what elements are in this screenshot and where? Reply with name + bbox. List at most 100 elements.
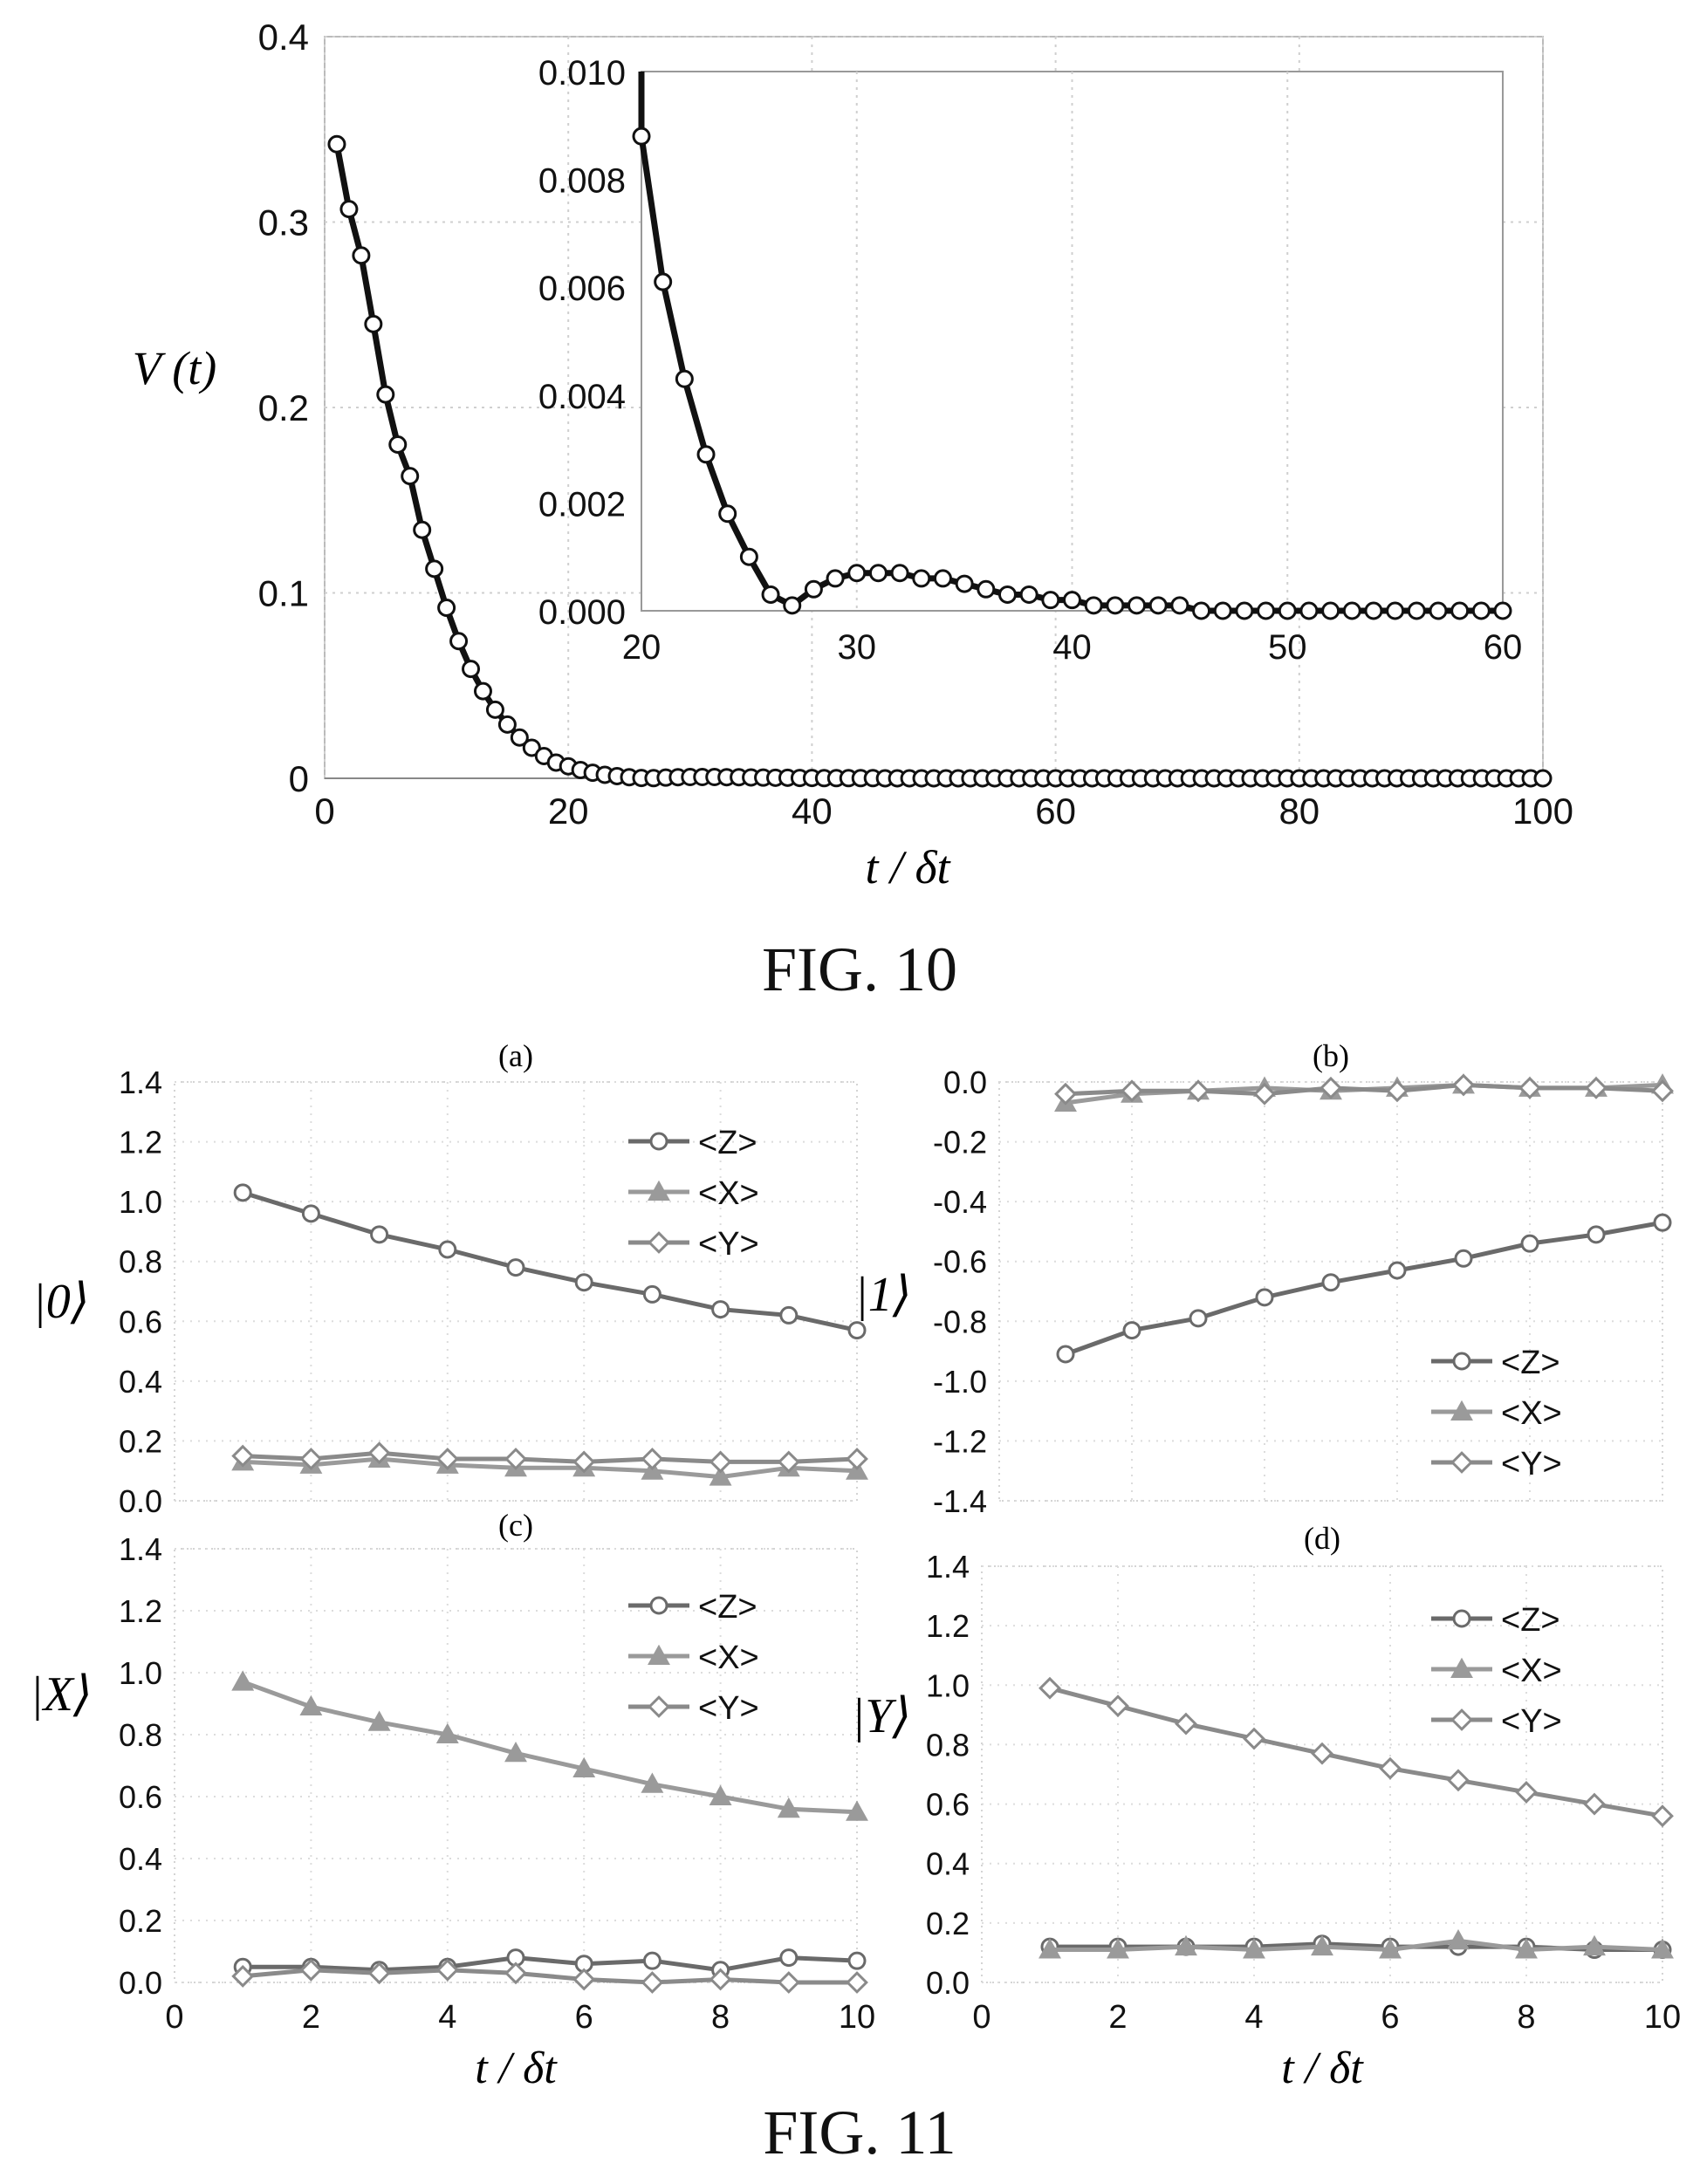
inset-data-point [1407, 601, 1426, 620]
data-point [846, 1971, 868, 1994]
x-tick-label: 8 [1517, 1999, 1535, 2036]
legend-marker [1450, 1657, 1473, 1678]
inset-data-point [1128, 596, 1147, 615]
x-tick-label: 6 [1381, 1999, 1399, 2036]
data-point [473, 681, 492, 701]
data-point [367, 1441, 391, 1465]
y-tick-label: 0.4 [119, 1841, 162, 1877]
inset-data-point [1471, 601, 1491, 620]
inset-data-point [847, 564, 867, 583]
legend-label: <Y> [1501, 1703, 1562, 1740]
inset-data-point [1148, 596, 1168, 615]
legend-marker [648, 1695, 670, 1718]
legend-marker [648, 1180, 670, 1201]
inset-y-tick-label: 0.008 [538, 162, 626, 201]
data-point [233, 1183, 252, 1202]
data-point [1054, 1082, 1077, 1106]
data-point [642, 1284, 661, 1304]
data-point [574, 1273, 593, 1292]
data-point [1253, 1082, 1276, 1106]
y-tick-label: 0.0 [119, 1965, 162, 2001]
panel-frame [174, 1081, 858, 1502]
panel-title: (c) [498, 1508, 533, 1543]
inset-data-point [783, 596, 802, 615]
data-point [1311, 1742, 1333, 1765]
y-tick-label: 0.4 [119, 1364, 162, 1400]
data-point [777, 1797, 800, 1818]
inset-data-point [1106, 596, 1125, 615]
x-tick-label: 10 [1644, 1999, 1681, 2036]
legend-label: <Z> [698, 1125, 757, 1161]
series-line-2 [1049, 1686, 1663, 1818]
fig11-caption: FIG. 11 [763, 2098, 956, 2167]
data-point [709, 1465, 732, 1486]
y-tick-label: 0.2 [926, 1906, 970, 1941]
legend-marker [648, 1644, 670, 1665]
data-point [231, 1964, 255, 1988]
y-axis-label: |Y⟩ [852, 1689, 911, 1743]
series-line-1 [1050, 1938, 1663, 1953]
y-tick-label: 1.2 [119, 1593, 162, 1629]
y-tick-label: 1.4 [119, 1065, 162, 1100]
data-point [367, 1961, 391, 1985]
x-tick-label: 8 [711, 1999, 730, 2036]
y-tick-label: 1.0 [119, 1655, 162, 1691]
y-axis-label: |1⟩ [854, 1268, 911, 1322]
inset-data-point [826, 569, 845, 588]
data-point [504, 1961, 527, 1985]
data-point [847, 1951, 867, 1970]
series-line-0 [1065, 1220, 1663, 1357]
data-point [438, 1240, 457, 1259]
legend-marker [1452, 1609, 1471, 1628]
data-point [370, 1225, 389, 1244]
series-line-0 [243, 1955, 858, 1973]
legend-marker [1450, 1708, 1473, 1731]
data-point [506, 1258, 525, 1277]
inset-data-point [1170, 596, 1189, 615]
data-point [364, 314, 383, 333]
series-line-2 [243, 1450, 858, 1464]
data-point [1379, 1756, 1402, 1780]
x-tick-label: 100 [1512, 791, 1573, 832]
data-point [299, 1448, 323, 1470]
inset-data-point [933, 569, 952, 588]
x-tick-label: 40 [792, 791, 833, 832]
y-tick-label: -0.4 [933, 1184, 987, 1220]
inset-data-point [1019, 585, 1039, 604]
data-point [1187, 1079, 1210, 1103]
data-point [1255, 1288, 1274, 1307]
y-tick-label: 0.2 [119, 1423, 162, 1459]
inset-data-point [804, 579, 823, 599]
fig10-caption: FIG. 10 [762, 935, 957, 1004]
inset-data-point [912, 569, 931, 588]
y-tick-label: 0.8 [926, 1727, 970, 1763]
data-point [709, 1968, 732, 1991]
legend-marker [648, 1231, 670, 1254]
data-point [641, 1448, 664, 1470]
y-axis-label: |0⟩ [32, 1275, 89, 1329]
inset-y-tick-label: 0.000 [538, 593, 626, 632]
data-point [1651, 1079, 1674, 1103]
panel-d: 0.0 0.2 0.4 0.6 0.8 1.0 1.2 1.4 0 2 4 6 8 10 (d) t / δt… [852, 1521, 1681, 2093]
y-tick-label: 1.0 [119, 1184, 162, 1220]
inset-data-point [868, 564, 888, 583]
inset-data-point [696, 445, 716, 464]
data-point [462, 660, 481, 679]
y-tick-label: 1.2 [119, 1125, 162, 1160]
inset-data-point [1192, 601, 1211, 620]
legend-label: <Y> [1501, 1446, 1562, 1482]
data-point [1587, 1225, 1606, 1244]
data-point [572, 1756, 596, 1778]
data-point [449, 632, 469, 651]
inset-data-point [1041, 591, 1060, 610]
legend-label: <X> [1501, 1395, 1562, 1432]
series-line-1 [243, 1456, 858, 1480]
y-tick-label: 0.4 [258, 17, 309, 58]
y-tick-label: 0.0 [926, 1965, 970, 2001]
data-point [846, 1448, 868, 1470]
y-tick-label: 0 [289, 758, 309, 799]
x-tick-label: 6 [575, 1999, 593, 2036]
inset-data-point [1429, 601, 1448, 620]
x-tick-label: 0 [314, 791, 334, 832]
data-point [435, 1722, 459, 1743]
